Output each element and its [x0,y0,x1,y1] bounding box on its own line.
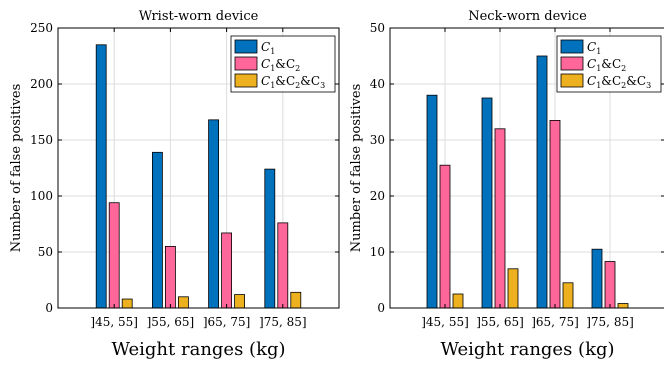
x-tick-label: ]45, 55] [421,315,469,329]
legend-swatch [560,56,584,71]
y-tick-label: 50 [370,21,385,35]
bar-c1-c2-4 [277,222,289,309]
chart-panel-1: 0 50 100 150 200 250 ]45, 55] ]55, 65] ]65, 75]]… [9,9,340,360]
legend-label: C1&C2&C3 [261,74,325,90]
bar-c1-2 [481,97,493,309]
legend-swatch [234,39,258,54]
bar-c1-c2-2 [164,245,176,309]
bar-c1-4 [591,248,603,309]
x-tick-label: ]65, 75] [531,315,579,329]
bar-c1-c2-c3-3 [234,294,246,309]
bar-c1-1 [95,44,107,309]
legend-swatch [234,56,258,71]
bar-c1-c2-4 [604,261,616,309]
bar-c1-c2-2 [494,128,506,309]
x-tick-label: ]55, 65] [147,315,195,329]
x-tick-label: ]55, 65] [476,315,524,329]
y-tick-label: 150 [30,133,53,147]
y-tick-label: 250 [30,21,53,35]
chart-panel-2: 0 10 20 30 40 50 ]45, 55] ]55, 65] ]65, 75] ]75, … [349,9,664,360]
bar-c1-4 [264,168,276,309]
x-tick-label: ]65, 75] [203,315,251,329]
bar-c1-1 [426,94,438,309]
legend-label: C1&C2 [587,57,626,73]
legend-label: C1&C2&C3 [587,74,651,90]
y-tick-label: 100 [30,189,53,203]
chart-title: Wrist-worn device [139,9,259,24]
legend-swatch [560,73,584,88]
bar-c1-c2-c3-4 [617,303,629,309]
axes-box [57,27,340,309]
y-tick-label: 40 [370,77,385,91]
y-tick-label: 0 [45,301,53,315]
legend-label: C1 [587,40,601,56]
y-tick-label: 200 [30,77,53,91]
bar-c1-c2-c3-1 [452,293,464,309]
bar-c1-c2-3 [221,232,233,309]
bar-c1-c2-c3-3 [562,282,574,309]
y-tick-label: 10 [370,245,385,259]
y-tick-label: 20 [370,189,385,203]
bar-c1-3 [536,55,548,309]
legend-swatch [234,73,258,88]
y-axis-label: Number of false positives [349,84,364,253]
chart-title: Neck-worn device [468,9,587,24]
bar-c1-2 [151,151,163,309]
y-axis-label: Number of false positives [9,84,24,253]
axes-box [389,27,664,309]
x-tick-label: ]45, 55] [90,315,138,329]
bar-c1-c2-c3-4 [290,291,302,309]
bar-c1-c2-c3-2 [507,268,519,309]
x-tick-label: ]75, 85] [586,315,634,329]
bar-c1-c2-1 [108,202,120,309]
x-tick-label: ]75, 85] [259,315,307,329]
bar-c1-c2-1 [439,164,451,309]
bar-c1-c2-c3-2 [177,296,189,309]
legend-label: C1&C2 [261,57,300,73]
x-axis-label: Weight ranges (kg) [440,339,614,360]
y-tick-label: 0 [377,301,385,315]
bar-c1-c2-3 [549,120,561,309]
bar-c1-c2-c3-1 [121,298,133,309]
legend-label: C1 [261,40,275,56]
y-tick-label: 30 [370,133,385,147]
y-tick-label: 50 [38,245,53,259]
legend-swatch [560,39,584,54]
x-axis-label: Weight ranges (kg) [111,339,285,360]
bar-c1-3 [208,119,220,309]
